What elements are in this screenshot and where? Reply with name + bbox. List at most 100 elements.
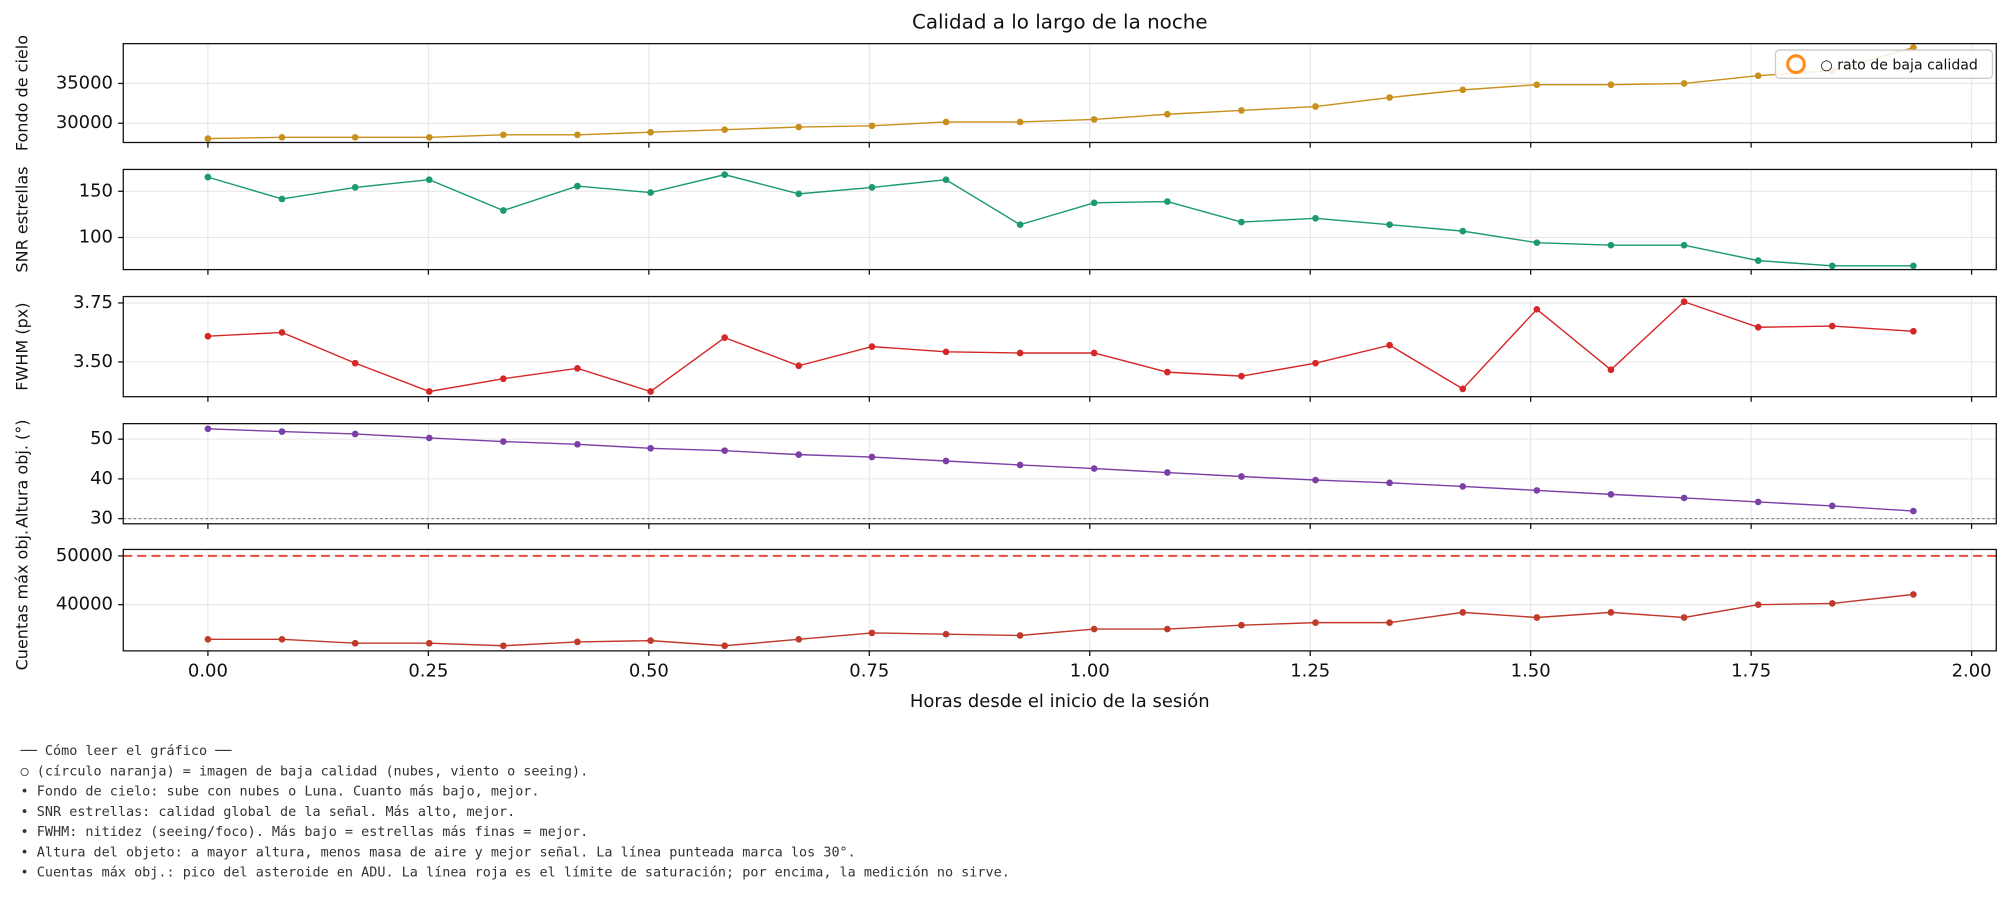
- x-tick-label: 0.50: [629, 660, 669, 681]
- note-line: • Fondo de cielo: sube con nubes o Luna.…: [21, 784, 540, 800]
- data-point: [351, 639, 359, 647]
- data-point: [721, 126, 729, 134]
- data-point: [647, 444, 654, 452]
- data-point: [204, 635, 212, 643]
- data-point: [1680, 614, 1688, 621]
- data-point: [204, 332, 212, 340]
- data-point: [868, 343, 876, 350]
- axes-frame: [122, 168, 1997, 271]
- data-point: [1754, 601, 1762, 609]
- data-point: [1386, 94, 1393, 101]
- data-point: [1533, 305, 1541, 313]
- data-point: [1910, 44, 1917, 51]
- axes-frame: [122, 43, 1997, 144]
- data-point: [1533, 81, 1541, 89]
- y-tick-label: 35000: [56, 72, 113, 93]
- data-point: [574, 440, 581, 448]
- data-point: [204, 425, 212, 433]
- x-tick-label: 0.75: [849, 660, 889, 681]
- data-point: [868, 184, 876, 191]
- data-point: [1828, 262, 1836, 270]
- data-point: [795, 190, 803, 198]
- data-point: [499, 375, 507, 383]
- data-point: [647, 388, 654, 395]
- legend-marker: [1786, 54, 1806, 75]
- data-point: [1090, 465, 1098, 472]
- y-axis-label: Altura obj. (°): [13, 419, 32, 528]
- data-point: [1164, 110, 1171, 118]
- y-tick-label: 3.75: [73, 292, 113, 313]
- y-tick-label: 40: [90, 468, 113, 489]
- data-point: [1238, 473, 1245, 480]
- data-point: [499, 131, 507, 139]
- data-point: [1386, 341, 1393, 349]
- data-point: [647, 128, 654, 136]
- data-point: [1164, 625, 1171, 633]
- data-point: [1238, 107, 1245, 114]
- y-tick-label: 50000: [56, 545, 113, 566]
- note-line: ── Cómo leer el gráfico ──: [20, 743, 233, 759]
- data-point: [425, 434, 433, 442]
- y-tick-label: 50: [90, 428, 113, 449]
- plot-area: [204, 171, 1917, 270]
- data-point: [278, 329, 286, 336]
- data-point: [1312, 359, 1319, 367]
- note-line: • Cuentas máx obj.: pico del asteroide e…: [21, 865, 1010, 881]
- data-point: [1754, 72, 1762, 80]
- data-point: [1533, 487, 1541, 494]
- data-point: [1680, 298, 1688, 306]
- y-axis-label: SNR estrellas: [13, 166, 32, 272]
- data-point: [1164, 198, 1171, 205]
- data-point: [1238, 621, 1245, 629]
- data-point: [1754, 257, 1762, 264]
- data-point: [1386, 221, 1393, 228]
- note-line: • SNR estrellas: calidad global de la se…: [21, 804, 516, 820]
- data-point: [795, 123, 803, 131]
- data-point: [278, 195, 286, 203]
- data-point: [1533, 239, 1541, 247]
- legend-label: ○ rato de baja calidad: [1820, 57, 1977, 73]
- data-point: [278, 635, 286, 643]
- data-point: [1607, 491, 1615, 498]
- data-point: [1459, 483, 1467, 490]
- data-point: [1607, 609, 1615, 616]
- data-point: [278, 428, 286, 435]
- data-point: [1312, 619, 1319, 626]
- data-point: [574, 131, 581, 139]
- data-point: [499, 642, 507, 650]
- data-point: [1164, 368, 1171, 376]
- data-point: [1016, 118, 1024, 126]
- data-point: [942, 630, 950, 638]
- y-tick-label: 100: [79, 227, 113, 248]
- data-point: [351, 133, 359, 141]
- data-point: [942, 348, 950, 356]
- data-point: [1312, 476, 1319, 484]
- data-point: [942, 457, 950, 465]
- data-point: [1910, 591, 1917, 598]
- data-point: [795, 635, 803, 643]
- x-tick-label: 2.00: [1952, 660, 1992, 681]
- data-point: [1607, 81, 1615, 89]
- data-point: [868, 453, 876, 461]
- plot-area: [204, 44, 1917, 142]
- data-point: [721, 642, 729, 650]
- data-point: [425, 388, 433, 395]
- data-point: [721, 334, 729, 341]
- data-point: [1386, 619, 1393, 626]
- data-point: [1828, 502, 1836, 510]
- data-point: [1016, 461, 1024, 469]
- y-tick-label: 3.50: [73, 351, 113, 372]
- plot-area: [204, 591, 1917, 650]
- data-point: [795, 362, 803, 370]
- data-point: [1754, 498, 1762, 506]
- x-axis-label: Horas desde el inicio de la sesión: [910, 691, 1210, 712]
- x-tick-label: 1.25: [1290, 660, 1330, 681]
- axes-frame: [122, 423, 1997, 525]
- data-point: [351, 430, 359, 438]
- chart-title: Calidad a lo largo de la noche: [912, 11, 1208, 34]
- data-point: [1910, 262, 1917, 270]
- data-point: [868, 122, 876, 130]
- note-line: • Altura del objeto: a mayor altura, men…: [21, 844, 856, 860]
- data-point: [1386, 479, 1393, 487]
